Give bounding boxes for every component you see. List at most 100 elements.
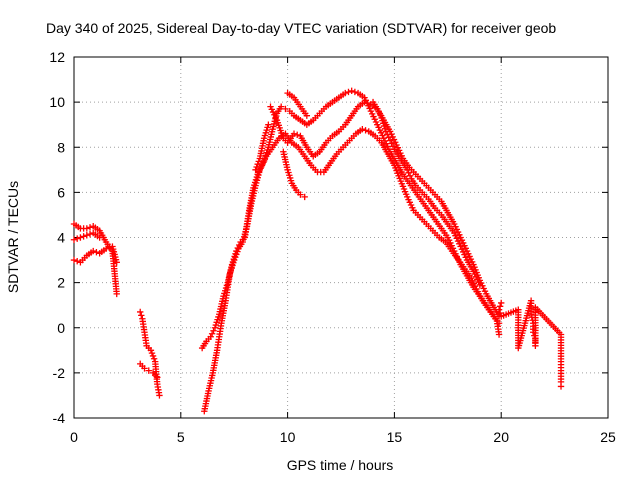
data-point [294,131,301,139]
data-point [386,137,394,144]
data-points [70,87,565,415]
data-point [404,166,411,174]
data-point [148,349,156,357]
data-point [80,233,87,240]
x-tick-label: 0 [70,429,78,445]
data-point [141,365,148,372]
data-point [255,158,262,165]
data-point [253,163,260,171]
x-tick-label: 25 [600,429,616,445]
y-axis-title: SDTVAR / TECUs [5,181,21,293]
data-point [297,191,304,198]
data-point [348,87,355,95]
data-point [77,234,84,241]
y-tick-label: 6 [57,184,65,200]
data-point [145,367,152,374]
data-point [106,244,113,251]
data-point [254,160,261,168]
data-point [154,374,161,381]
data-point [361,98,368,106]
x-axis-title: GPS time / hours [287,457,394,473]
data-point [252,166,259,174]
y-tick-label: 8 [57,139,65,155]
data-point [495,306,503,313]
data-point [406,172,414,180]
data-point [277,103,285,110]
data-point [342,89,349,97]
data-point [234,244,241,252]
data-point [364,100,371,107]
data-point [257,165,264,172]
data-point [156,392,163,399]
x-tick-label: 20 [493,429,509,445]
data-point [83,232,91,239]
data-point [96,234,103,241]
data-point [70,236,78,243]
y-tick-label: 2 [57,275,65,291]
y-tick-label: -4 [53,410,66,426]
data-point [351,88,359,96]
data-point [345,88,352,96]
data-point [70,256,78,264]
data-point [496,303,504,310]
data-point [374,105,381,113]
chart-title: Day 340 of 2025, Sidereal Day-to-day VTE… [46,20,556,36]
data-point [74,257,81,265]
data-point [303,112,311,119]
data-point [86,224,94,231]
data-point [235,241,243,249]
data-point [382,128,390,135]
data-point [254,171,261,178]
data-point [375,108,382,116]
data-point [359,126,366,133]
data-point [557,383,565,390]
data-point [389,143,397,150]
axis-ticks: 0 5 10 15 20 25 -4 -2 0 2 4 6 8 10 12 [49,49,616,445]
data-point [290,130,298,137]
y-tick-label: 10 [49,94,65,110]
data-point [233,247,240,255]
data-point [149,352,157,360]
data-point [301,193,308,201]
y-tick-label: -2 [53,365,66,381]
data-point [388,140,395,147]
x-tick-label: 10 [280,429,296,445]
data-point [113,290,120,298]
data-point [385,134,392,141]
data-point [138,312,145,319]
data-point [137,308,144,316]
data-point [147,347,155,354]
data-point [405,169,412,177]
data-point [376,111,384,119]
data-point [258,162,266,169]
data-point [260,159,267,166]
data-point [90,247,97,255]
y-tick-label: 0 [57,320,65,336]
data-point [362,127,369,134]
data-point [93,248,100,256]
data-point [282,105,289,113]
data-point [527,311,535,318]
data-point [495,331,503,338]
data-point [261,156,269,163]
data-point [113,259,120,266]
data-point [265,121,272,128]
data-point [83,225,91,232]
data-point [496,309,504,317]
data-point [208,330,216,337]
x-tick-label: 15 [387,429,403,445]
data-point [384,131,391,138]
data-point [86,230,94,238]
data-point [210,327,217,334]
y-tick-label: 4 [57,230,65,246]
data-point [150,355,158,362]
data-point [74,235,81,242]
data-point [255,168,263,175]
y-tick-label: 12 [49,49,65,65]
data-point [498,299,505,307]
x-tick-label: 5 [177,429,185,445]
data-point [476,281,484,289]
data-point [207,333,214,340]
data-point [102,245,110,252]
